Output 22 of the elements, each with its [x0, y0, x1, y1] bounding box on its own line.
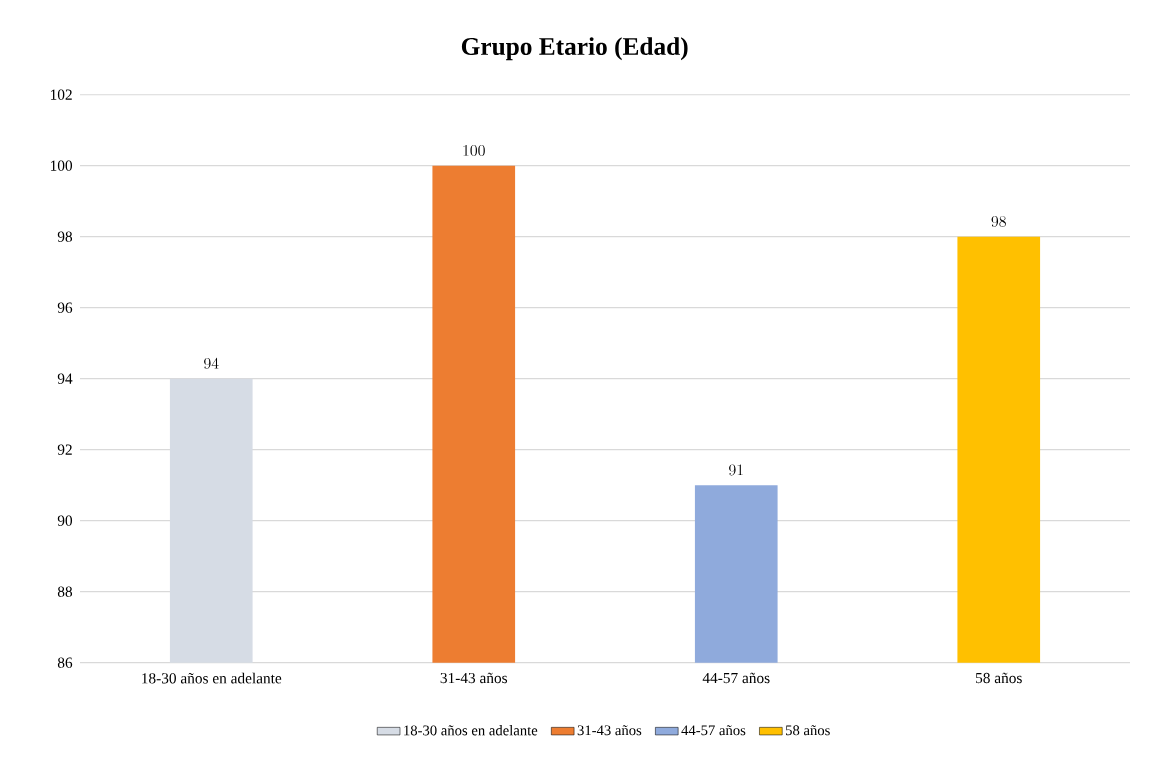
chart-title: Grupo Etario (Edad) [461, 37, 688, 61]
y-tick-label: 102 [50, 89, 72, 100]
x-tick-label: 44-57 años [702, 672, 770, 684]
data-label: 100 [463, 144, 485, 156]
y-tick-label: 88 [57, 586, 73, 597]
legend-label: 44-57 años [681, 725, 746, 736]
x-tick-label: 58 años [976, 672, 1022, 684]
y-tick-label: 86 [57, 657, 73, 668]
y-tick-label: 98 [57, 231, 73, 242]
x-tick-label: 31-43 años [440, 672, 508, 684]
x-tick-label: 18-30 años en adelante [142, 672, 282, 684]
data-label: 91 [729, 464, 743, 476]
y-tick-label: 100 [50, 160, 73, 171]
legend-label: 18-30 años en adelante [404, 725, 538, 736]
data-label: 94 [204, 357, 219, 369]
y-tick-label: 92 [57, 444, 72, 455]
legend-label: 31-43 años [577, 725, 642, 736]
y-tick-label: 90 [57, 515, 73, 526]
data-label: 98 [991, 215, 1006, 227]
legend-label: 58 años [786, 725, 830, 736]
y-tick-label: 96 [57, 302, 73, 313]
y-tick-label: 94 [57, 373, 73, 384]
